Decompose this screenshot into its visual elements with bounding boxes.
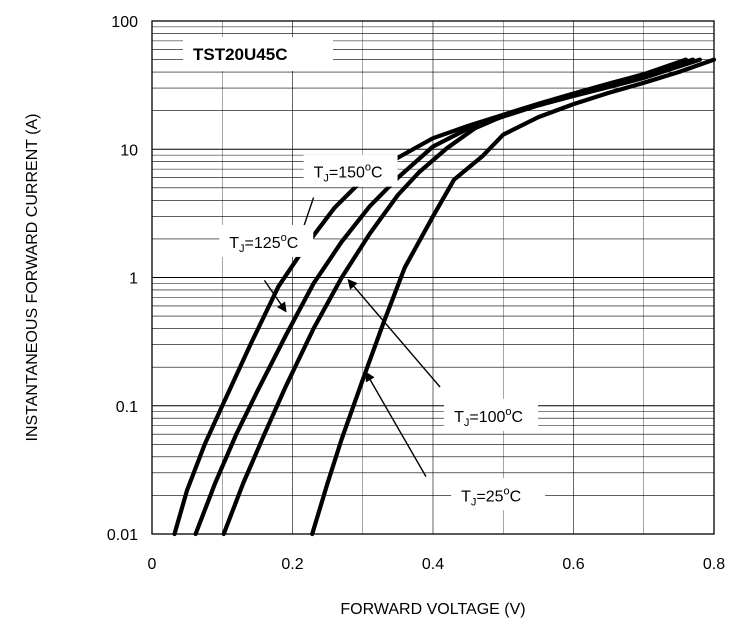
annotation-layer: TJ=150oC TJ=125oC TJ=100oC TJ=25oC <box>219 154 546 511</box>
x-tick-label: 0.6 <box>562 556 584 573</box>
annotation-arrow <box>365 371 427 478</box>
series-label: TJ=125oC <box>229 232 298 255</box>
annotation-box <box>219 224 314 257</box>
annotation-box <box>303 154 398 187</box>
series-layer <box>172 57 717 537</box>
x-tick-label: 0.4 <box>422 556 444 573</box>
tick-label-layer: 0 0.2 0.4 0.6 0.8 0.01 0.1 1 10 100 <box>107 14 725 573</box>
x-tick-label: 0 <box>148 556 157 573</box>
annotation-box <box>444 398 539 431</box>
series-line-2 <box>221 57 702 537</box>
y-tick-label: 1 <box>129 271 138 288</box>
y-tick-label: 100 <box>111 14 138 31</box>
y-tick-label: 0.1 <box>116 399 138 416</box>
y-tick-label: 10 <box>120 142 138 159</box>
x-axis-title: FORWARD VOLTAGE (V) <box>340 601 525 618</box>
series-label: TJ=25oC <box>461 485 521 508</box>
annotation-arrow <box>347 278 441 388</box>
y-axis-title: INSTANTANEOUS FORWARD CURRENT (A) <box>24 113 41 441</box>
plot-area-frame <box>151 20 715 535</box>
y-tick-label: 0.01 <box>107 527 138 544</box>
chart-title-box <box>183 37 333 71</box>
x-tick-label: 0.8 <box>703 556 725 573</box>
annotation-box <box>451 478 546 511</box>
series-label: TJ=100oC <box>454 406 523 429</box>
chart-title: TST20U45C <box>193 45 287 64</box>
series-line-3 <box>310 57 717 537</box>
annotation-arrow <box>263 279 287 313</box>
grid-layer <box>151 20 715 535</box>
series-label: TJ=150oC <box>314 162 383 185</box>
x-tick-label: 0.2 <box>281 556 303 573</box>
series-line-1 <box>193 57 695 537</box>
